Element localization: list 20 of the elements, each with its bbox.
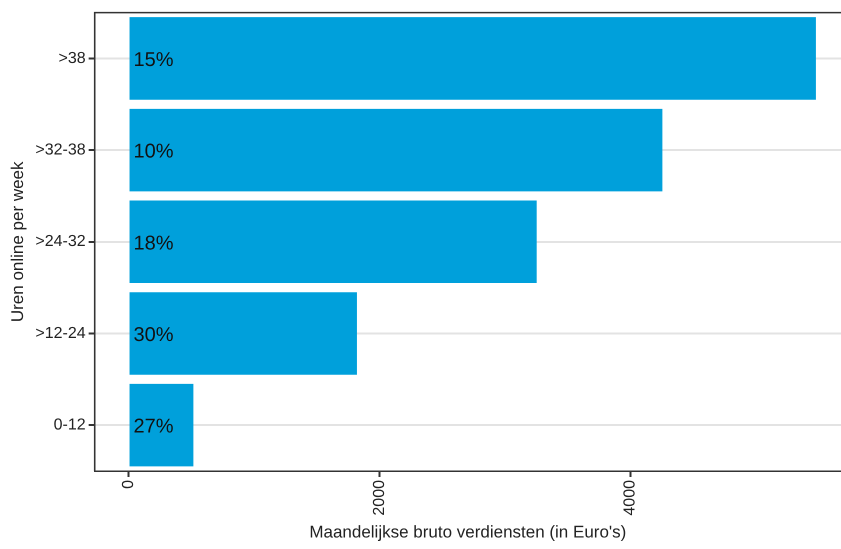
bar: [130, 17, 816, 100]
annotation: 18%: [134, 232, 174, 254]
y-axis-title: Uren online per week: [8, 160, 27, 322]
annotation: 27%: [134, 416, 174, 438]
y-tick-label: 0-12: [54, 416, 86, 434]
x-axis-title: Maandelijkse bruto verdiensten (in Euro's): [309, 522, 626, 542]
x-tick-label: 0: [120, 480, 137, 489]
y-tick-label: >12-24: [35, 324, 86, 342]
y-tick-label: >38: [58, 50, 86, 67]
bar: [130, 292, 357, 375]
annotation: 30%: [134, 324, 174, 346]
x-tick-label: 2000: [370, 480, 388, 516]
x-tick-label: 4000: [622, 480, 639, 516]
bar: [130, 200, 537, 284]
y-tick-label: >32-38: [35, 142, 86, 159]
y-tick-label: >24-32: [35, 233, 86, 250]
annotation: 10%: [134, 140, 174, 163]
annotation: 15%: [134, 48, 174, 71]
bar: [130, 108, 662, 192]
bar: [130, 384, 194, 466]
